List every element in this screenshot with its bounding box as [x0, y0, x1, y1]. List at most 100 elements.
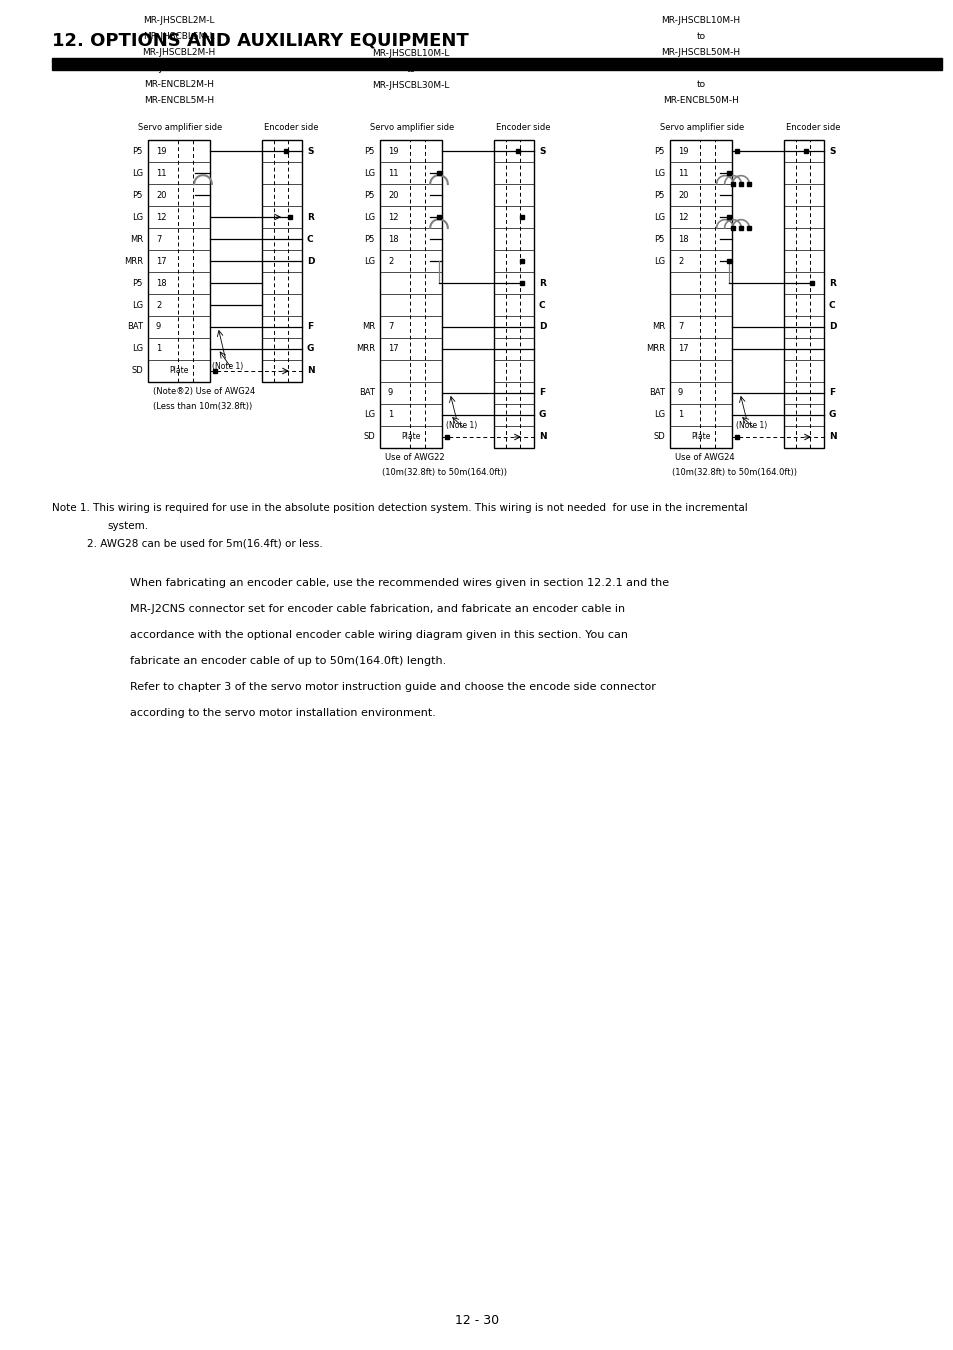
Text: MR-ENCBL5M-H: MR-ENCBL5M-H: [144, 96, 213, 105]
Text: 20: 20: [388, 190, 398, 200]
Text: BAT: BAT: [358, 389, 375, 397]
Text: fabricate an encoder cable of up to 50m(164.0ft) length.: fabricate an encoder cable of up to 50m(…: [130, 656, 446, 666]
Text: 1: 1: [156, 344, 161, 354]
Text: 12. OPTIONS AND AUXILIARY EQUIPMENT: 12. OPTIONS AND AUXILIARY EQUIPMENT: [52, 31, 468, 49]
Text: P5: P5: [132, 147, 143, 155]
Text: MR-ENCBL10M-H: MR-ENCBL10M-H: [662, 63, 739, 73]
Text: Encoder side: Encoder side: [785, 123, 840, 132]
Text: R: R: [538, 278, 545, 288]
Text: Servo amplifier side: Servo amplifier side: [138, 123, 222, 132]
Text: to: to: [406, 65, 416, 74]
Text: LG: LG: [363, 212, 375, 221]
Text: MR: MR: [651, 323, 664, 332]
Text: Use of AWG22: Use of AWG22: [385, 454, 444, 462]
Text: (Less than 10m(32.8ft)): (Less than 10m(32.8ft)): [152, 402, 252, 410]
Text: P5: P5: [654, 190, 664, 200]
Text: N: N: [538, 432, 546, 441]
Text: P5: P5: [654, 147, 664, 155]
Text: N: N: [828, 432, 836, 441]
Text: Servo amplifier side: Servo amplifier side: [370, 123, 454, 132]
Text: SD: SD: [132, 366, 143, 375]
Text: accordance with the optional encoder cable wiring diagram given in this section.: accordance with the optional encoder cab…: [130, 630, 627, 640]
Text: R: R: [307, 212, 314, 221]
Text: 9: 9: [388, 389, 393, 397]
Text: LG: LG: [132, 344, 143, 354]
Text: SD: SD: [363, 432, 375, 441]
Text: C: C: [307, 235, 314, 243]
Text: 17: 17: [388, 344, 398, 354]
Text: (Note 1): (Note 1): [213, 363, 243, 371]
Text: F: F: [538, 389, 544, 397]
Text: 9: 9: [156, 323, 161, 332]
Text: Plate: Plate: [401, 432, 420, 441]
Bar: [783, 140, 823, 448]
Text: MR: MR: [361, 323, 375, 332]
Text: D: D: [307, 256, 314, 266]
Text: 11: 11: [388, 169, 398, 177]
Text: 12: 12: [678, 212, 688, 221]
Text: 18: 18: [678, 235, 688, 243]
Bar: [148, 140, 210, 382]
Text: 7: 7: [156, 235, 161, 243]
Text: 18: 18: [156, 278, 167, 288]
Text: to: to: [696, 32, 705, 40]
Text: MR-JHSCBL30M-L: MR-JHSCBL30M-L: [372, 81, 449, 90]
Text: MRR: MRR: [124, 256, 143, 266]
Text: P5: P5: [132, 190, 143, 200]
Text: N: N: [307, 366, 314, 375]
Text: 7: 7: [388, 323, 393, 332]
Text: Refer to chapter 3 of the servo motor instruction guide and choose the encode si: Refer to chapter 3 of the servo motor in…: [130, 682, 656, 693]
Text: LG: LG: [132, 169, 143, 177]
Text: 19: 19: [678, 147, 688, 155]
Text: (Note 1): (Note 1): [736, 421, 767, 431]
Text: 18: 18: [388, 235, 398, 243]
Text: LG: LG: [363, 410, 375, 420]
Text: MRR: MRR: [355, 344, 375, 354]
Text: LG: LG: [132, 301, 143, 309]
Text: LG: LG: [363, 169, 375, 177]
Text: When fabricating an encoder cable, use the recommended wires given in section 12: When fabricating an encoder cable, use t…: [130, 578, 668, 589]
Text: 20: 20: [156, 190, 167, 200]
Bar: [262, 140, 302, 382]
Text: P5: P5: [364, 235, 375, 243]
Text: 20: 20: [678, 190, 688, 200]
Bar: [52, 58, 941, 70]
Text: according to the servo motor installation environment.: according to the servo motor installatio…: [130, 707, 436, 718]
Text: F: F: [307, 323, 313, 332]
Text: D: D: [538, 323, 546, 332]
Text: 17: 17: [678, 344, 688, 354]
Text: G: G: [307, 344, 314, 354]
Text: S: S: [828, 147, 835, 155]
Text: C: C: [828, 301, 835, 309]
Text: 12: 12: [388, 212, 398, 221]
Text: MR-ENCBL50M-H: MR-ENCBL50M-H: [662, 96, 739, 105]
Bar: [379, 140, 441, 448]
Text: 2: 2: [388, 256, 393, 266]
Text: 7: 7: [678, 323, 682, 332]
Text: MR-JHSCBL10M-H: MR-JHSCBL10M-H: [660, 16, 740, 26]
Text: 17: 17: [156, 256, 167, 266]
Text: MR-ENCBL2M-H: MR-ENCBL2M-H: [144, 80, 213, 89]
Text: BAT: BAT: [127, 323, 143, 332]
Text: Use of AWG24: Use of AWG24: [675, 454, 734, 462]
Text: D: D: [828, 323, 836, 332]
Text: 1: 1: [678, 410, 682, 420]
Text: BAT: BAT: [648, 389, 664, 397]
Text: MR-JHSCBL2M-H: MR-JHSCBL2M-H: [142, 49, 215, 57]
Text: G: G: [538, 410, 546, 420]
Text: 2: 2: [678, 256, 682, 266]
Text: system.: system.: [107, 521, 148, 531]
Text: 11: 11: [156, 169, 167, 177]
Text: P5: P5: [364, 147, 375, 155]
Text: C: C: [538, 301, 545, 309]
Text: (10m(32.8ft) to 50m(164.0ft)): (10m(32.8ft) to 50m(164.0ft)): [381, 468, 506, 477]
Text: LG: LG: [363, 256, 375, 266]
Text: 19: 19: [388, 147, 398, 155]
Text: P5: P5: [364, 190, 375, 200]
Text: 2. AWG28 can be used for 5m(16.4ft) or less.: 2. AWG28 can be used for 5m(16.4ft) or l…: [87, 539, 322, 549]
Text: S: S: [538, 147, 545, 155]
Text: 19: 19: [156, 147, 167, 155]
Text: R: R: [828, 278, 835, 288]
Text: LG: LG: [653, 256, 664, 266]
Bar: [669, 140, 731, 448]
